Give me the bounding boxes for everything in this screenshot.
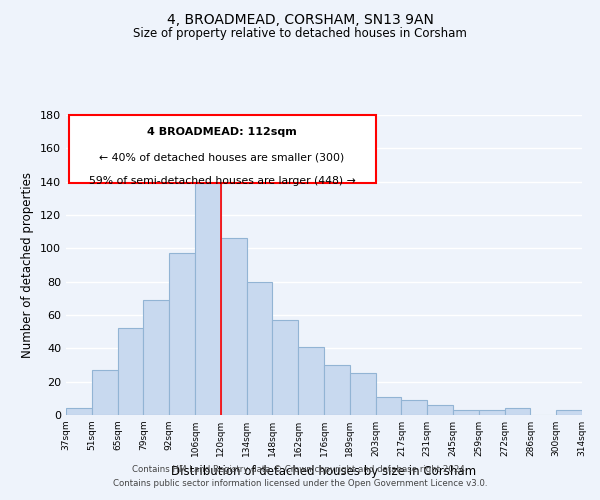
Bar xyxy=(401,400,427,415)
Bar xyxy=(247,282,272,415)
Bar xyxy=(556,410,582,415)
Text: 4 BROADMEAD: 112sqm: 4 BROADMEAD: 112sqm xyxy=(147,127,297,137)
Text: 4, BROADMEAD, CORSHAM, SN13 9AN: 4, BROADMEAD, CORSHAM, SN13 9AN xyxy=(167,12,433,26)
Bar xyxy=(169,254,195,415)
Bar xyxy=(505,408,530,415)
Bar xyxy=(92,370,118,415)
Bar xyxy=(118,328,143,415)
FancyBboxPatch shape xyxy=(68,115,376,182)
Bar xyxy=(479,410,505,415)
Bar xyxy=(221,238,247,415)
Text: Size of property relative to detached houses in Corsham: Size of property relative to detached ho… xyxy=(133,28,467,40)
Text: Contains HM Land Registry data © Crown copyright and database right 2024.
Contai: Contains HM Land Registry data © Crown c… xyxy=(113,466,487,487)
Bar xyxy=(376,396,401,415)
Y-axis label: Number of detached properties: Number of detached properties xyxy=(22,172,34,358)
Bar xyxy=(272,320,298,415)
Bar xyxy=(66,408,92,415)
Text: ← 40% of detached houses are smaller (300): ← 40% of detached houses are smaller (30… xyxy=(100,152,345,162)
Bar xyxy=(350,374,376,415)
Bar xyxy=(195,182,221,415)
Bar xyxy=(298,346,324,415)
Bar xyxy=(143,300,169,415)
X-axis label: Distribution of detached houses by size in Corsham: Distribution of detached houses by size … xyxy=(172,464,476,477)
Bar xyxy=(427,405,453,415)
Text: 59% of semi-detached houses are larger (448) →: 59% of semi-detached houses are larger (… xyxy=(89,176,355,186)
Bar xyxy=(453,410,479,415)
Bar xyxy=(324,365,350,415)
